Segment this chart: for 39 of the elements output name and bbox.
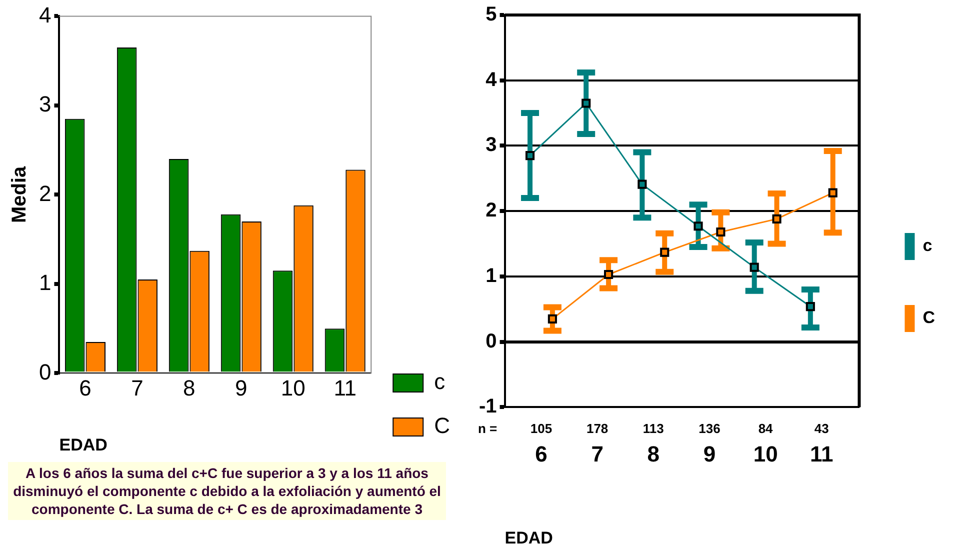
y-axis-title: Media — [8, 165, 31, 224]
text: 84 — [758, 420, 774, 436]
text: 113 — [642, 420, 664, 436]
text: 105 — [530, 420, 552, 436]
text: A los 6 años la suma del c+C fue superior a 3 y a los 11 años disminuyó el componente c debido a la exfoliación y aumentó el componente C. La suma de c+ C es de aproximadamente 3 — [8, 462, 446, 520]
x-axis-title: EDAD — [59, 435, 108, 454]
y-tick-label: -1 — [478, 396, 497, 418]
y-tick-label: 2 — [38, 180, 52, 206]
text: 43 — [814, 420, 829, 436]
y-tick-label: 3 — [486, 134, 497, 156]
x-tick-label: 11 — [334, 375, 357, 400]
x-tick-label: 6 — [535, 441, 548, 466]
x-axis-title: EDAD — [504, 528, 553, 548]
y-tick-label: 4 — [38, 2, 52, 28]
text: 178 — [586, 420, 608, 436]
x-tick-label: 7 — [591, 441, 604, 466]
x-tick-label: 11 — [810, 441, 834, 466]
y-tick-label: 2 — [486, 200, 497, 222]
y-tick-label: 1 — [486, 264, 497, 287]
legend-label: c — [922, 236, 932, 256]
legend-label: C — [434, 413, 450, 438]
x-tick-label: 6 — [79, 375, 92, 400]
x-tick-label: 10 — [753, 441, 778, 466]
legend-label: C — [922, 308, 936, 328]
x-tick-label: 8 — [647, 441, 660, 466]
x-tick-label: 7 — [131, 375, 144, 400]
y-tick-label: 1 — [38, 270, 52, 296]
x-tick-label: 9 — [235, 375, 248, 400]
text: 136 — [698, 420, 720, 436]
y-tick-label: 0 — [38, 359, 52, 384]
y-tick-label: 3 — [38, 92, 52, 117]
x-tick-label: 10 — [280, 375, 306, 400]
x-tick-label: 9 — [703, 441, 716, 466]
y-tick-label: 0 — [486, 330, 497, 352]
y-tick-label: 5 — [486, 4, 497, 26]
legend-label: c — [434, 369, 446, 394]
y-tick-label: 4 — [486, 68, 498, 91]
x-tick-label: 8 — [183, 375, 196, 400]
text: n = — [478, 420, 498, 436]
